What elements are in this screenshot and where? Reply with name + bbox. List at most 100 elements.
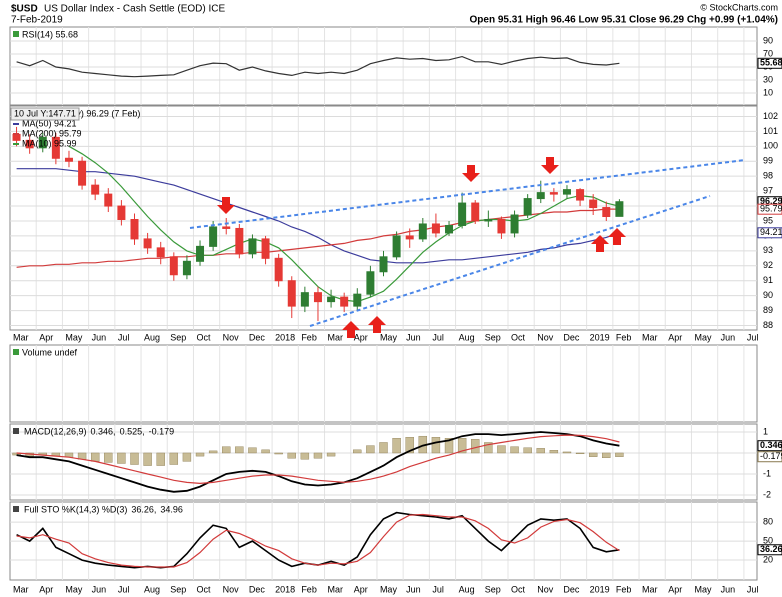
x-tick-label: Aug bbox=[144, 584, 160, 594]
x-tick-label: Mar bbox=[328, 584, 344, 594]
y-tick-label: 91 bbox=[763, 275, 773, 285]
value-marker bbox=[757, 440, 782, 452]
candle-body bbox=[366, 271, 375, 295]
candle-body bbox=[497, 218, 506, 234]
series-line bbox=[16, 513, 620, 568]
x-tick-label: May bbox=[694, 584, 712, 594]
y-tick-label: 98 bbox=[763, 171, 773, 181]
histogram-bar bbox=[379, 442, 388, 454]
legend-label: MA(200) 95.79 bbox=[22, 128, 82, 138]
value-marker bbox=[757, 57, 782, 69]
series-line bbox=[16, 434, 620, 485]
x-tick-label: Dec bbox=[249, 332, 266, 342]
x-tick-label: 2019 bbox=[590, 332, 610, 342]
x-tick-label: May bbox=[65, 332, 83, 342]
x-tick-label: Feb bbox=[616, 584, 632, 594]
x-tick-label: Dec bbox=[249, 584, 266, 594]
candle-body bbox=[274, 257, 283, 282]
histogram-bar bbox=[326, 452, 336, 457]
legend-icon bbox=[13, 506, 19, 512]
histogram-bar bbox=[366, 445, 375, 454]
x-tick-label: Aug bbox=[459, 332, 475, 342]
x-tick-label: Jun bbox=[406, 332, 421, 342]
histogram-bar bbox=[143, 452, 152, 466]
value-marker-label: -0.179 bbox=[760, 451, 782, 461]
x-tick-label: Sep bbox=[170, 332, 186, 342]
x-tick-label: Sep bbox=[170, 584, 186, 594]
histogram-bar bbox=[562, 451, 572, 454]
y-tick-label: 88 bbox=[763, 320, 773, 330]
date: 7-Feb-2019 bbox=[11, 15, 63, 26]
histogram-bar bbox=[156, 452, 165, 466]
x-tick-label: Apr bbox=[39, 584, 53, 594]
candle-body bbox=[379, 256, 388, 273]
y-tick-label: -1 bbox=[763, 468, 771, 478]
legend-label: MA(10) 95.99 bbox=[22, 138, 77, 148]
x-tick-label: Aug bbox=[144, 332, 160, 342]
histogram-bar bbox=[471, 439, 480, 454]
candle-body bbox=[431, 223, 440, 234]
candle-body bbox=[340, 296, 349, 307]
x-tick-label: Jul bbox=[118, 584, 130, 594]
candle-body bbox=[182, 260, 191, 276]
x-tick-label: Dec bbox=[563, 332, 580, 342]
x-tick-label: May bbox=[65, 584, 83, 594]
candle-body bbox=[536, 192, 545, 200]
candle-body bbox=[405, 235, 414, 240]
x-tick-label: Jul bbox=[432, 332, 444, 342]
quote: Open 95.31 High 96.46 Low 95.31 Close 96… bbox=[470, 15, 778, 26]
histogram-bar bbox=[287, 452, 296, 459]
x-tick-label: Nov bbox=[223, 332, 240, 342]
histogram-bar bbox=[208, 450, 218, 454]
chart-title: US Dollar Index - Cash Settle (EOD) ICE bbox=[44, 4, 225, 15]
y-tick-label: 101 bbox=[763, 126, 778, 136]
y-tick-label: 90 bbox=[763, 290, 773, 300]
x-tick-label: Sep bbox=[485, 584, 501, 594]
x-tick-label: Jun bbox=[721, 332, 736, 342]
candle-body bbox=[64, 157, 73, 162]
legend-label: MACD(12,26,9) bbox=[24, 426, 87, 436]
candle-body bbox=[471, 202, 480, 222]
arrow-down bbox=[217, 197, 235, 214]
y-tick-label: 92 bbox=[763, 260, 773, 270]
candle-body bbox=[261, 238, 270, 259]
histogram-bar bbox=[274, 452, 283, 455]
x-tick-label: Oct bbox=[511, 584, 526, 594]
histogram-bar bbox=[615, 452, 624, 457]
candle-body bbox=[209, 226, 218, 247]
x-tick-label: Aug bbox=[459, 584, 475, 594]
candle-body bbox=[300, 292, 309, 307]
x-tick-label: 2018 bbox=[275, 332, 295, 342]
panel-title: RSI(14) 55.68 bbox=[22, 29, 78, 39]
y-tick-label: 95 bbox=[763, 215, 773, 225]
x-tick-label: Oct bbox=[196, 584, 211, 594]
value-marker bbox=[757, 227, 782, 239]
histogram-bar bbox=[90, 452, 100, 462]
histogram-bar bbox=[195, 452, 205, 457]
x-tick-label: Nov bbox=[223, 584, 240, 594]
y-tick-label: 89 bbox=[763, 305, 773, 315]
candle-body bbox=[91, 184, 100, 195]
panel-frame bbox=[9, 26, 758, 106]
tooltip-box bbox=[10, 107, 80, 121]
arrow-up bbox=[591, 235, 609, 252]
candle-body bbox=[418, 223, 427, 240]
candle-body bbox=[38, 136, 47, 149]
x-tick-label: Jun bbox=[92, 584, 107, 594]
histogram-bar bbox=[12, 452, 21, 456]
y-tick-label: 93 bbox=[763, 245, 773, 255]
candle-body bbox=[143, 238, 152, 249]
candle-body bbox=[589, 199, 598, 209]
candle-body bbox=[549, 192, 558, 195]
x-tick-label: Feb bbox=[301, 332, 317, 342]
histogram-bar bbox=[588, 452, 598, 457]
histogram-bar bbox=[313, 452, 323, 459]
arrow-up bbox=[368, 316, 386, 333]
x-tick-label: 2018 bbox=[275, 584, 295, 594]
y-tick-label: 10 bbox=[763, 87, 773, 97]
x-tick-label: Jul bbox=[747, 332, 759, 342]
candle-body bbox=[445, 224, 454, 234]
tooltip: 10 Jul Y:147.71 bbox=[14, 108, 76, 118]
candle-body bbox=[248, 238, 257, 255]
x-tick-label: Apr bbox=[668, 332, 682, 342]
